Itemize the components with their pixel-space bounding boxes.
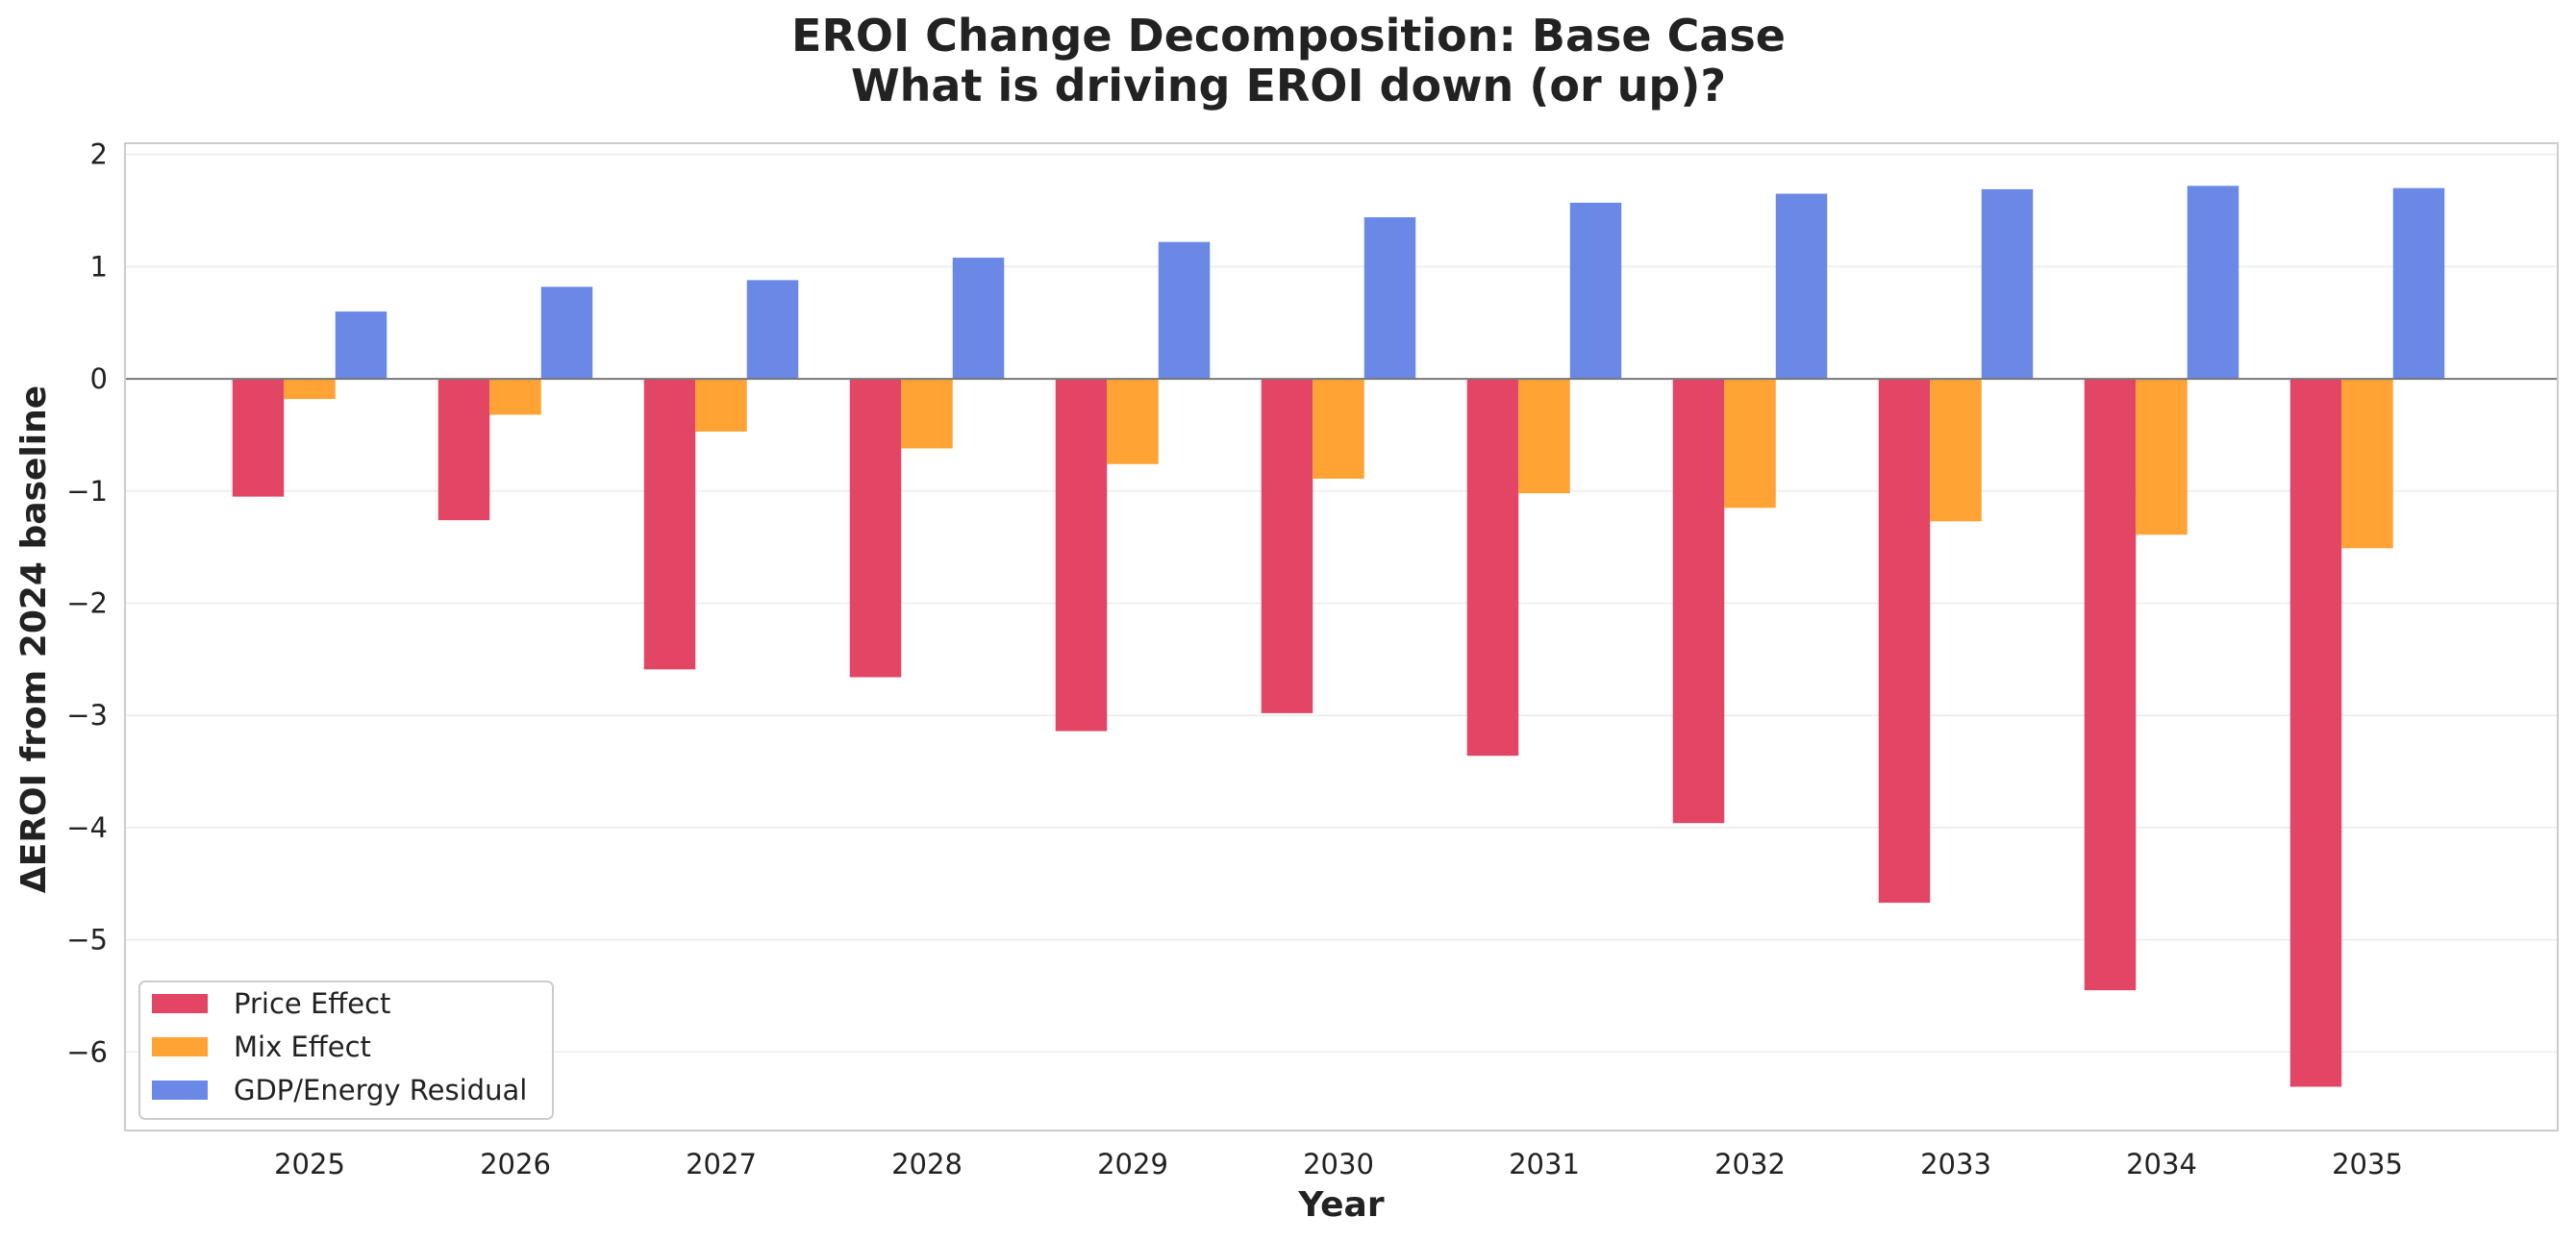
y-tick-label: 0: [90, 362, 108, 395]
x-tick-label: 2033: [1920, 1148, 1991, 1180]
bar-price-effect-2030: [1261, 379, 1313, 713]
y-tick-label: −3: [66, 699, 108, 732]
bar-mix-effect-2026: [489, 379, 541, 415]
bar-gdp-energy-residual-2030: [1363, 217, 1416, 380]
bar-gdp-energy-residual-2033: [1981, 188, 2034, 380]
bar-gdp-energy-residual-2026: [540, 286, 593, 380]
bar-mix-effect-2028: [901, 379, 953, 449]
x-axis-label: Year: [1297, 1185, 1384, 1225]
x-tick-label: 2026: [480, 1148, 551, 1180]
bar-price-effect-2032: [1672, 379, 1725, 824]
bar-gdp-energy-residual-2025: [335, 311, 388, 380]
legend-label: Price Effect: [234, 987, 390, 1020]
bar-price-effect-2034: [2084, 379, 2137, 991]
y-tick-label: −4: [66, 811, 108, 844]
legend: Price Effect Mix Effect GDP/Energy Residua…: [138, 981, 554, 1120]
bar-gdp-energy-residual-2028: [952, 258, 1005, 380]
x-tick-label: 2027: [686, 1148, 757, 1180]
y-tick-label: 2: [90, 138, 108, 171]
chart-subtitle: What is driving EROI down (or up)?: [851, 60, 1726, 112]
bar-gdp-energy-residual-2034: [2187, 186, 2239, 380]
y-axis-label: ΔEROI from 2024 baseline: [14, 385, 54, 893]
x-tick-label: 2034: [2126, 1148, 2197, 1180]
bar-mix-effect-2032: [1724, 379, 1776, 509]
bar-mix-effect-2025: [284, 379, 336, 400]
legend-label: GDP/Energy Residual: [234, 1074, 527, 1106]
bar-gdp-energy-residual-2027: [746, 280, 799, 380]
y-tick-label: −6: [66, 1035, 108, 1068]
bar-gdp-energy-residual-2035: [2392, 187, 2445, 380]
bars: [232, 186, 2445, 1087]
bar-gdp-energy-residual-2029: [1158, 241, 1211, 380]
x-tick-label: 2029: [1097, 1148, 1168, 1180]
y-tick-label: 1: [90, 250, 108, 283]
plot-frame: [124, 142, 2559, 1131]
x-tick-label: 2025: [274, 1148, 345, 1180]
bar-mix-effect-2029: [1107, 379, 1159, 464]
legend-swatch: [152, 994, 208, 1013]
bar-mix-effect-2031: [1518, 379, 1570, 494]
x-tick-label: 2030: [1303, 1148, 1374, 1180]
legend-label: Mix Effect: [234, 1031, 371, 1063]
bar-mix-effect-2027: [695, 379, 747, 432]
bar-price-effect-2029: [1055, 379, 1108, 732]
bar-mix-effect-2030: [1313, 379, 1364, 479]
x-axis-ticks: 2025 2026 2027 2028 2029 2030 2031 2032 2033 2034…: [274, 1148, 2403, 1180]
x-tick-label: 2032: [1714, 1148, 1786, 1180]
bar-price-effect-2035: [2289, 379, 2342, 1087]
bar-price-effect-2025: [232, 379, 285, 497]
bar-mix-effect-2035: [2341, 379, 2393, 549]
bar-price-effect-2027: [643, 379, 696, 670]
bar-gdp-energy-residual-2032: [1775, 193, 1828, 380]
legend-swatch: [152, 1037, 208, 1056]
x-tick-label: 2031: [1509, 1148, 1580, 1180]
legend-box: [138, 981, 554, 1120]
bar-mix-effect-2033: [1930, 379, 1982, 522]
x-tick-label: 2035: [2332, 1148, 2403, 1180]
legend-swatch: [152, 1081, 208, 1100]
bar-price-effect-2026: [438, 379, 490, 521]
bar-price-effect-2033: [1878, 379, 1931, 904]
bar-price-effect-2031: [1466, 379, 1519, 757]
y-tick-label: −1: [66, 475, 108, 508]
x-tick-label: 2028: [891, 1148, 963, 1180]
bar-mix-effect-2034: [2136, 379, 2188, 535]
bar-price-effect-2028: [849, 379, 902, 678]
y-axis-ticks: 2 1 0 −1 −2 −3 −4 −5 −6: [66, 138, 108, 1069]
bar-gdp-energy-residual-2031: [1569, 202, 1622, 380]
y-tick-label: −2: [66, 586, 108, 619]
y-tick-label: −5: [66, 924, 108, 956]
chart-title: EROI Change Decomposition: Base Case: [791, 10, 1786, 62]
